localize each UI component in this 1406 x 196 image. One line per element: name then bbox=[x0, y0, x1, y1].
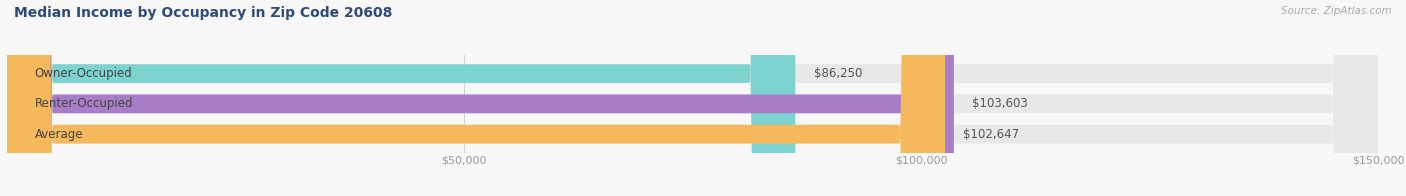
Text: Median Income by Occupancy in Zip Code 20608: Median Income by Occupancy in Zip Code 2… bbox=[14, 6, 392, 20]
Text: Renter-Occupied: Renter-Occupied bbox=[34, 97, 134, 110]
FancyBboxPatch shape bbox=[7, 0, 1378, 196]
FancyBboxPatch shape bbox=[7, 0, 796, 196]
FancyBboxPatch shape bbox=[7, 0, 953, 196]
Text: $102,647: $102,647 bbox=[963, 128, 1019, 141]
Text: $103,603: $103,603 bbox=[972, 97, 1028, 110]
Text: Source: ZipAtlas.com: Source: ZipAtlas.com bbox=[1281, 6, 1392, 16]
Text: Owner-Occupied: Owner-Occupied bbox=[34, 67, 132, 80]
FancyBboxPatch shape bbox=[7, 0, 1378, 196]
Text: Average: Average bbox=[34, 128, 83, 141]
Text: $86,250: $86,250 bbox=[814, 67, 862, 80]
FancyBboxPatch shape bbox=[7, 0, 945, 196]
FancyBboxPatch shape bbox=[7, 0, 1378, 196]
